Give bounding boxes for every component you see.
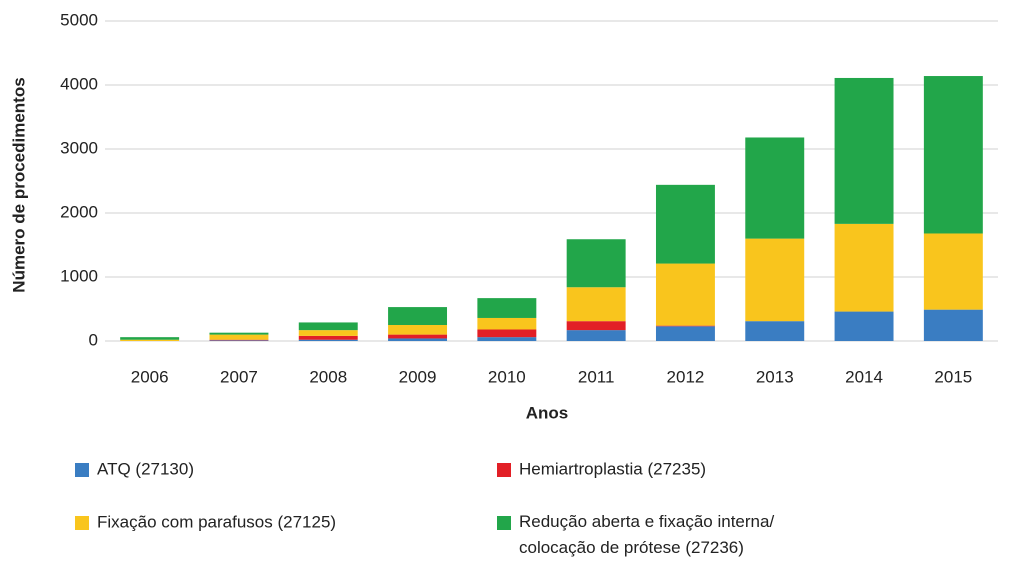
x-tick-label: 2008	[309, 367, 347, 386]
bar-segment	[120, 339, 180, 341]
y-tick-label: 5000	[60, 10, 98, 29]
legend-label: Fixação com parafusos (27125)	[97, 512, 336, 531]
bar-segment	[923, 309, 983, 341]
bar-segment	[923, 76, 983, 234]
bar-segment	[655, 184, 715, 264]
bar-segment	[298, 339, 358, 341]
x-tick-label: 2013	[756, 367, 794, 386]
y-tick-label: 3000	[60, 138, 98, 157]
y-tick-label: 2000	[60, 202, 98, 221]
bar-segment	[388, 338, 448, 341]
bar-segment	[209, 334, 269, 340]
x-tick-label: 2006	[131, 367, 169, 386]
x-tick-label: 2015	[934, 367, 972, 386]
bar-segment	[388, 325, 448, 335]
x-tick-label: 2014	[845, 367, 883, 386]
x-tick-label: 2009	[399, 367, 437, 386]
legend-label: ATQ (27130)	[97, 459, 194, 478]
bar-segment	[566, 287, 626, 322]
bar-segment	[209, 332, 269, 335]
bar-segment	[566, 239, 626, 288]
bar-segment	[388, 334, 448, 339]
bar-segment	[298, 335, 358, 340]
x-axis-title: Anos	[526, 403, 569, 422]
y-tick-label: 0	[89, 330, 98, 349]
bar-segment	[209, 340, 269, 341]
y-tick-label: 1000	[60, 266, 98, 285]
bar-segment	[209, 339, 269, 341]
bar-segment	[745, 321, 805, 341]
x-tick-label: 2011	[578, 367, 615, 386]
bar-segment	[477, 298, 537, 318]
x-tick-label: 2010	[488, 367, 526, 386]
bar-segment	[298, 330, 358, 336]
bar-segment	[566, 330, 626, 341]
bar-segment	[923, 233, 983, 310]
bar-segment	[477, 337, 537, 341]
bar-segment	[298, 322, 358, 331]
bar-segment	[655, 263, 715, 326]
bar-segment	[655, 325, 715, 327]
y-tick-label: 4000	[60, 74, 98, 93]
bar-segment	[120, 337, 180, 340]
legend-swatch	[75, 463, 89, 477]
bar-segment	[477, 317, 537, 330]
bar-segment	[566, 321, 626, 331]
bar-segment	[655, 326, 715, 341]
bar-segment	[834, 311, 894, 341]
legend-swatch	[497, 516, 511, 530]
legend-label: Hemiartroplastia (27235)	[519, 459, 706, 478]
legend-label: Redução aberta e fixação interna/colocaç…	[519, 512, 774, 557]
bar-segment	[477, 329, 537, 338]
bar-segment	[834, 223, 894, 312]
bar-segment	[745, 137, 805, 239]
y-axis-title: Número de procedimentos	[9, 77, 28, 292]
legend-swatch	[497, 463, 511, 477]
bar-segment	[745, 238, 805, 322]
x-tick-label: 2007	[220, 367, 258, 386]
bar-segment	[388, 307, 448, 325]
bar-segment	[834, 77, 894, 224]
x-tick-label: 2012	[667, 367, 705, 386]
legend-swatch	[75, 516, 89, 530]
